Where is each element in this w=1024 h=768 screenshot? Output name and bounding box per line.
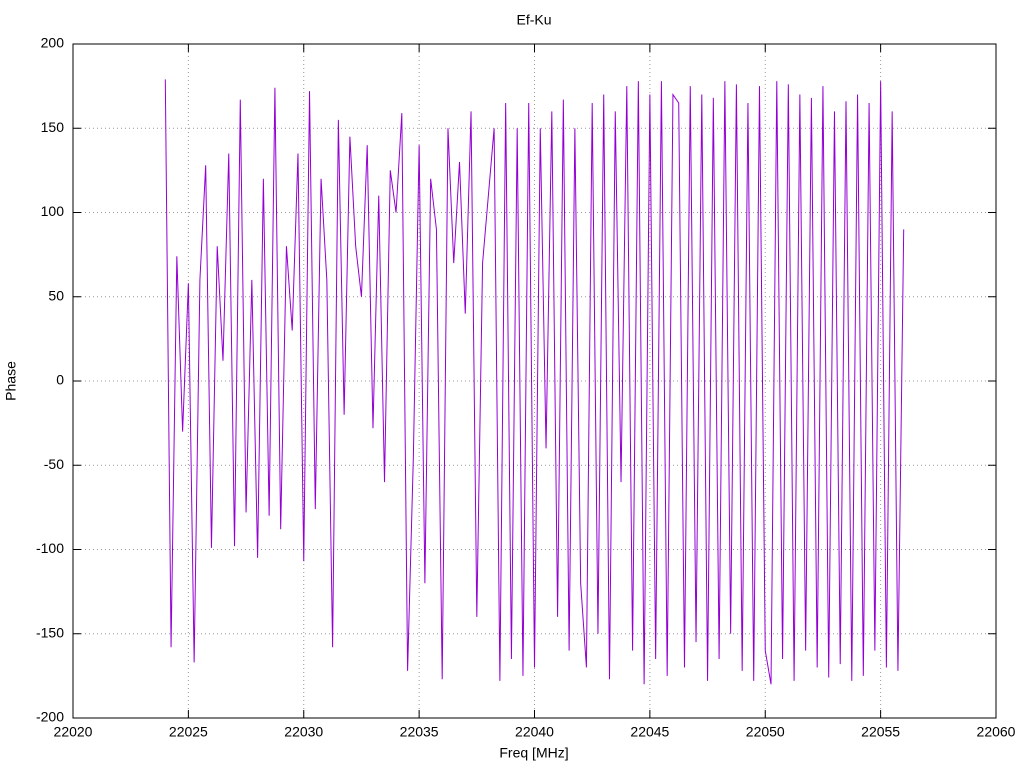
chart-title: Ef-Ku [516, 12, 551, 28]
y-tick-label: 200 [41, 35, 65, 51]
x-tick-label: 22025 [169, 724, 208, 740]
y-tick-label: -150 [36, 624, 64, 640]
y-axis-label: Phase [3, 361, 19, 401]
x-tick-label: 22050 [746, 724, 785, 740]
y-tick-label: 0 [56, 372, 64, 388]
y-tick-label: 150 [41, 119, 65, 135]
y-tick-label: -200 [36, 709, 64, 725]
x-tick-label: 22035 [400, 724, 439, 740]
data-line [164, 79, 905, 685]
x-tick-label: 22030 [284, 724, 323, 740]
x-axis-label: Freq [MHz] [499, 745, 568, 761]
x-tick-label: 22055 [861, 724, 900, 740]
y-tick-label: 100 [41, 203, 65, 219]
y-tick-label: -100 [36, 540, 64, 556]
y-tick-label: -50 [44, 456, 64, 472]
x-tick-label: 22060 [977, 724, 1016, 740]
x-tick-label: 22020 [54, 724, 93, 740]
plot-border [72, 43, 997, 719]
x-tick-label: 22040 [515, 724, 554, 740]
y-tick-label: 50 [48, 287, 64, 303]
x-tick-label: 22045 [630, 724, 669, 740]
